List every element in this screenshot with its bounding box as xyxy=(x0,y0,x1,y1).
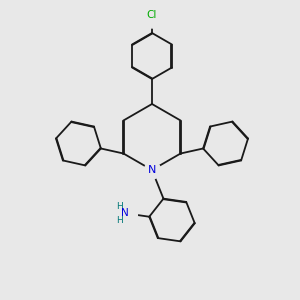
Text: Cl: Cl xyxy=(147,10,157,20)
Text: N: N xyxy=(121,208,128,218)
Text: H: H xyxy=(116,216,123,225)
Text: N: N xyxy=(148,165,156,175)
Text: H: H xyxy=(116,202,123,211)
